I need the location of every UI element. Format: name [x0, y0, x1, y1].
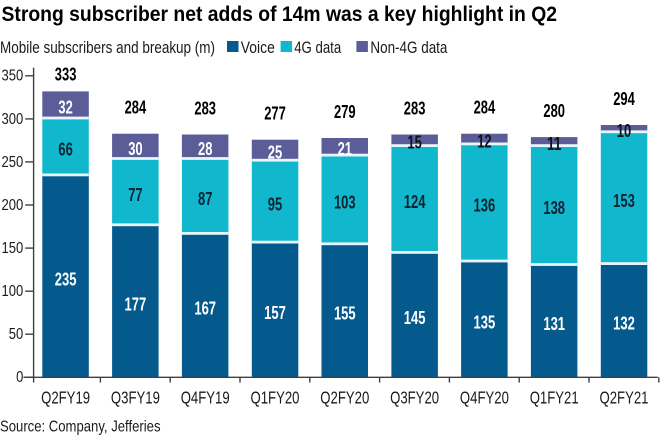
svg-text:32: 32: [58, 97, 72, 117]
svg-text:95: 95: [268, 194, 282, 214]
svg-text:283: 283: [404, 98, 426, 118]
svg-text:Q3FY20: Q3FY20: [390, 388, 439, 408]
svg-text:131: 131: [543, 314, 565, 334]
svg-text:30: 30: [128, 139, 142, 159]
svg-text:280: 280: [543, 101, 565, 121]
svg-text:284: 284: [474, 98, 496, 118]
svg-text:Q3FY19: Q3FY19: [111, 388, 160, 408]
svg-text:Q4FY20: Q4FY20: [460, 388, 509, 408]
svg-text:150: 150: [2, 240, 24, 257]
svg-text:333: 333: [55, 65, 77, 85]
svg-text:136: 136: [474, 196, 496, 216]
svg-text:87: 87: [198, 189, 212, 209]
svg-text:138: 138: [543, 198, 565, 218]
svg-text:11: 11: [547, 134, 561, 154]
svg-text:Voice: Voice: [241, 38, 275, 57]
svg-text:0: 0: [16, 369, 24, 386]
svg-text:200: 200: [2, 197, 24, 214]
svg-text:50: 50: [9, 326, 24, 343]
svg-text:66: 66: [58, 140, 72, 160]
svg-text:124: 124: [404, 192, 426, 212]
svg-text:135: 135: [474, 312, 496, 332]
svg-text:Q2FY21: Q2FY21: [600, 388, 649, 408]
svg-text:153: 153: [613, 191, 635, 211]
svg-text:145: 145: [404, 308, 426, 328]
svg-text:Non-4G data: Non-4G data: [370, 38, 447, 57]
svg-text:Source: Company, Jefferies: Source: Company, Jefferies: [0, 419, 161, 436]
svg-text:Q1FY21: Q1FY21: [530, 388, 579, 408]
svg-text:279: 279: [334, 102, 356, 122]
svg-text:Q4FY19: Q4FY19: [181, 388, 230, 408]
svg-text:77: 77: [128, 185, 142, 205]
svg-text:284: 284: [125, 98, 147, 118]
svg-text:300: 300: [2, 111, 24, 128]
svg-text:350: 350: [2, 68, 24, 85]
svg-text:25: 25: [268, 143, 282, 163]
svg-text:294: 294: [613, 89, 635, 109]
svg-text:28: 28: [198, 139, 212, 159]
svg-text:4G data: 4G data: [294, 38, 341, 57]
svg-text:167: 167: [194, 299, 216, 319]
svg-text:100: 100: [2, 283, 24, 300]
svg-text:103: 103: [334, 193, 356, 213]
svg-text:235: 235: [55, 269, 77, 289]
svg-text:283: 283: [194, 98, 216, 118]
svg-text:21: 21: [338, 139, 352, 159]
svg-text:Q1FY20: Q1FY20: [251, 388, 300, 408]
svg-text:177: 177: [125, 294, 147, 314]
svg-text:15: 15: [407, 133, 421, 153]
svg-text:Q2FY19: Q2FY19: [41, 388, 90, 408]
svg-text:155: 155: [334, 304, 356, 324]
svg-text:132: 132: [613, 314, 635, 334]
svg-text:250: 250: [2, 154, 24, 171]
svg-text:Strong subscriber net adds of: Strong subscriber net adds of 14m was a …: [2, 3, 558, 26]
svg-text:Q2FY20: Q2FY20: [320, 388, 369, 408]
svg-text:10: 10: [617, 121, 631, 141]
svg-text:Mobile subscribers and breakup: Mobile subscribers and breakup (m): [0, 38, 215, 57]
svg-text:277: 277: [264, 104, 286, 124]
svg-text:12: 12: [477, 132, 491, 152]
svg-text:157: 157: [264, 303, 286, 323]
